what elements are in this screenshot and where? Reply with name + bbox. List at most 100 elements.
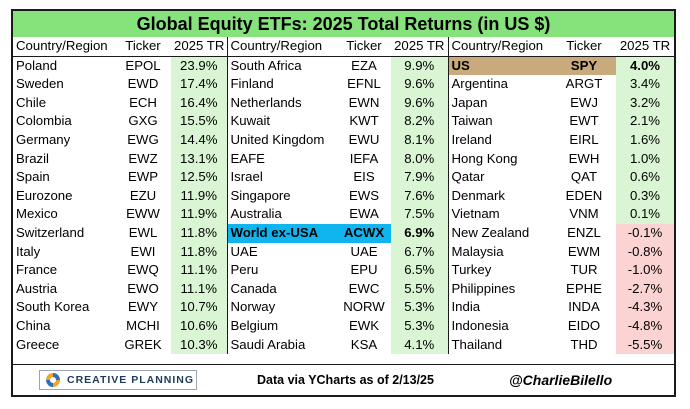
- ticker-cell: EWP: [127, 169, 159, 185]
- country-cell: Colombia: [16, 113, 72, 129]
- country-cell: World ex-USA: [226, 223, 337, 243]
- table-row: Brazil EWZ 13.1% EAFE IEFA 8.0% Hong Kong EWH 1.…: [13, 149, 674, 169]
- ticker-cell: QAT: [570, 169, 598, 185]
- ticker-cell: GREK: [124, 336, 162, 352]
- ticker-cell: EWY: [127, 299, 159, 315]
- ticker-cell: EPOL: [125, 57, 161, 73]
- table-row: China MCHI 10.6% Belgium EWK 5.3% Indonesia EID…: [13, 316, 674, 336]
- table-row: Austria EWO 11.1% Canada EWC 5.5% Philippines E…: [13, 279, 674, 299]
- return-cell: 1.0%: [616, 149, 674, 169]
- return-cell: 11.9%: [171, 205, 227, 224]
- return-cell: 12.5%: [171, 168, 227, 187]
- country-cell: Singapore: [226, 186, 337, 206]
- ticker-cell: ECH: [129, 94, 157, 110]
- country-cell: EAFE: [226, 149, 337, 169]
- ticker-cell: KWT: [349, 113, 379, 129]
- return-cell: 5.5%: [391, 279, 448, 299]
- table-title: Global Equity ETFs: 2025 Total Returns (…: [13, 11, 674, 38]
- ticker-cell: EWJ: [570, 94, 598, 110]
- table-row: Switzerland EWL 11.8% World ex-USA ACWX 6.9% N…: [13, 223, 674, 243]
- header-country: Country/Region: [13, 37, 115, 57]
- return-cell: 11.1%: [171, 279, 227, 299]
- ticker-cell: EWZ: [128, 150, 158, 166]
- return-cell: 0.6%: [616, 168, 674, 187]
- country-cell: Finland: [226, 75, 337, 94]
- country-cell: South Africa: [226, 56, 337, 76]
- country-cell: France: [16, 262, 58, 278]
- ticker-cell: EWL: [128, 224, 158, 240]
- country-cell: Sweden: [16, 76, 64, 92]
- header-tr: 2025 TR: [391, 37, 448, 57]
- ticker-cell: ACWX: [337, 223, 391, 243]
- return-cell: 7.5%: [391, 205, 448, 224]
- ticker-cell: MCHI: [126, 317, 160, 333]
- header-tr: 2025 TR: [616, 37, 674, 57]
- table-row: Germany EWG 14.4% United Kingdom EWU 8.1% Irel…: [13, 130, 674, 150]
- return-cell: 11.1%: [171, 261, 227, 280]
- ticker-cell: TUR: [570, 262, 598, 278]
- return-cell: 17.4%: [171, 75, 227, 94]
- header-ticker: Ticker: [552, 37, 616, 57]
- ticker-cell: EWO: [127, 280, 159, 296]
- country-cell: Ireland: [447, 130, 552, 150]
- country-cell: China: [16, 317, 51, 333]
- return-cell: 11.8%: [171, 242, 227, 262]
- header-ticker: Ticker: [337, 37, 391, 57]
- header-ticker: Ticker: [115, 37, 171, 57]
- ticker-cell: EWT: [569, 113, 599, 129]
- ticker-cell: VNM: [569, 206, 599, 222]
- country-cell: New Zealand: [447, 223, 552, 243]
- ticker-cell: THD: [570, 336, 598, 352]
- country-cell: Peru: [226, 261, 337, 280]
- logo-text: CREATIVE PLANNING: [67, 374, 195, 386]
- returns-table-card: Global Equity ETFs: 2025 Total Returns (…: [11, 9, 676, 397]
- return-cell: -2.7%: [616, 279, 674, 299]
- return-cell: 6.9%: [391, 223, 448, 243]
- return-cell: 10.6%: [171, 316, 227, 336]
- country-cell: Germany: [16, 131, 71, 147]
- author-handle: @CharlieBilello: [509, 372, 613, 388]
- country-cell: Eurozone: [16, 187, 73, 203]
- country-cell: Belgium: [226, 316, 337, 336]
- table-row: Italy EWI 11.8% UAE UAE 6.7% Malaysia EWM -0.8%: [13, 242, 674, 262]
- return-cell: -0.8%: [616, 242, 674, 262]
- ticker-cell: EWH: [568, 150, 600, 166]
- ticker-cell: EWQ: [127, 262, 159, 278]
- country-cell: United Kingdom: [226, 130, 337, 150]
- country-cell: Israel: [226, 168, 337, 187]
- ticker-cell: ENZL: [567, 224, 601, 240]
- table-row: France EWQ 11.1% Peru EPU 6.5% Turkey TUR -1.0%: [13, 261, 674, 280]
- country-cell: Spain: [16, 169, 50, 185]
- return-cell: -4.3%: [616, 298, 674, 317]
- table-row: Poland EPOL 23.9% South Africa EZA 9.9% US SPY 4…: [13, 56, 674, 76]
- return-cell: 0.3%: [616, 186, 674, 206]
- return-cell: 9.9%: [391, 56, 448, 76]
- ticker-cell: EWC: [348, 280, 380, 296]
- return-cell: 8.2%: [391, 112, 448, 131]
- country-cell: Malaysia: [447, 242, 552, 262]
- ticker-cell: EWK: [348, 317, 380, 333]
- country-cell: Indonesia: [447, 316, 552, 336]
- country-cell: Turkey: [447, 261, 552, 280]
- table-row: Greece GREK 10.3% Saudi Arabia KSA 4.1% Thaila…: [13, 335, 674, 355]
- return-cell: 11.9%: [171, 186, 227, 206]
- ticker-cell: EIS: [353, 169, 375, 185]
- country-cell: Australia: [226, 205, 337, 224]
- data-source: Data via YCharts as of 2/13/25: [257, 373, 434, 387]
- return-cell: 16.4%: [171, 93, 227, 113]
- country-cell: Italy: [16, 243, 41, 259]
- ticker-cell: EIDO: [567, 317, 601, 333]
- return-cell: 7.9%: [391, 168, 448, 187]
- country-cell: Vietnam: [447, 205, 552, 224]
- return-cell: 15.5%: [171, 112, 227, 131]
- return-cell: 5.3%: [391, 298, 448, 317]
- return-cell: 23.9%: [171, 56, 227, 76]
- ticker-cell: EPU: [350, 262, 378, 278]
- country-cell: India: [447, 298, 552, 317]
- logo-mark-icon: [45, 372, 61, 388]
- creative-planning-logo: CREATIVE PLANNING: [39, 370, 197, 390]
- return-cell: 3.4%: [616, 75, 674, 94]
- country-cell: Saudi Arabia: [226, 335, 337, 355]
- ticker-cell: ARGT: [565, 76, 603, 92]
- return-cell: 1.6%: [616, 130, 674, 150]
